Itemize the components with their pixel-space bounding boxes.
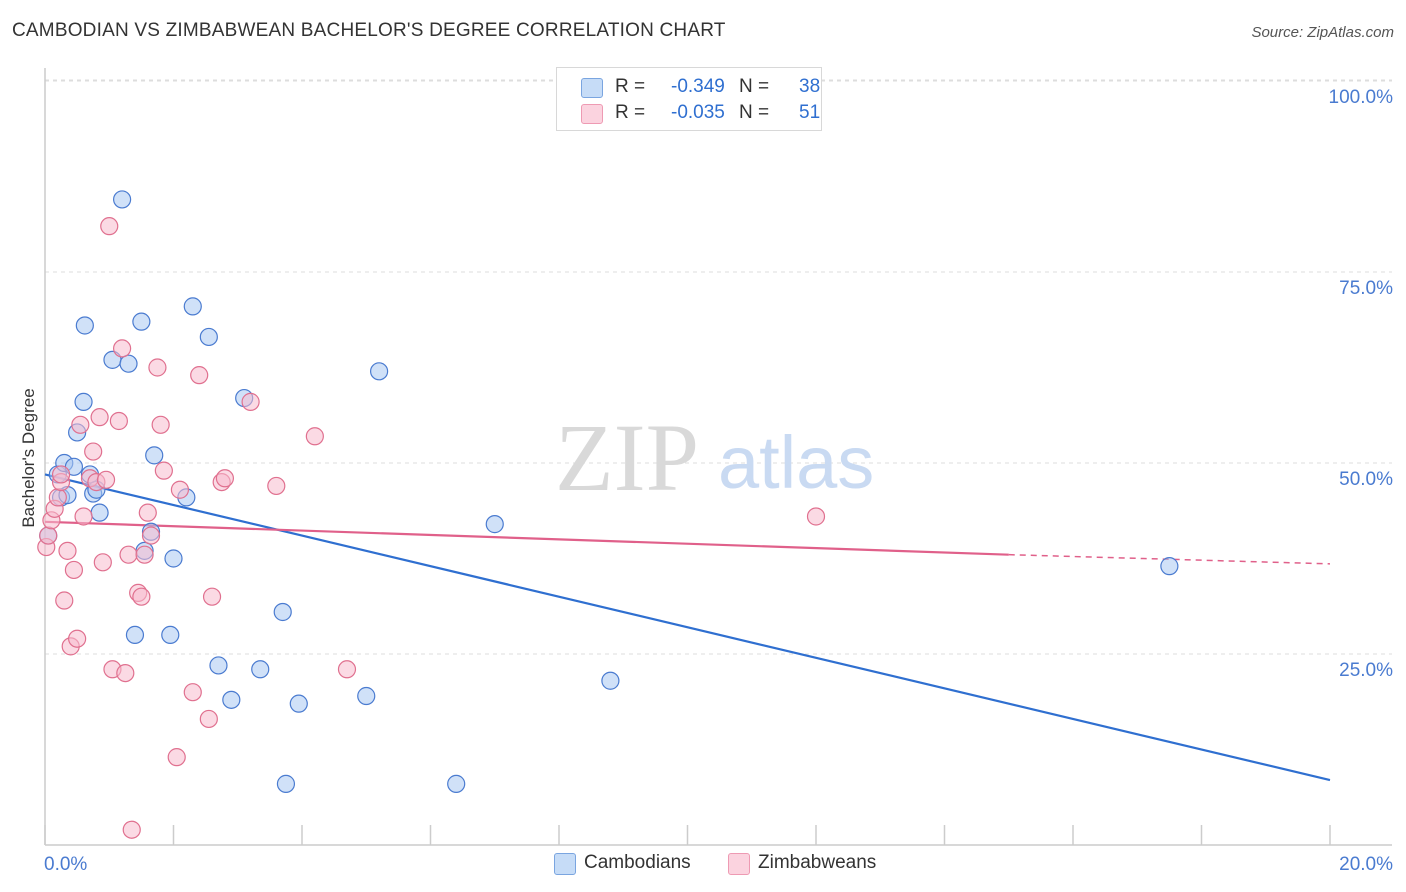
zimbabwean-point — [58, 541, 77, 560]
zimbabwean-point — [55, 591, 74, 610]
correlation-legend: R = -0.349 N = 38 R = -0.035 N = 51 — [556, 67, 822, 131]
y-tick-label: 50.0% — [1339, 469, 1393, 490]
zimbabwean-point — [116, 663, 135, 683]
watermark-atlas: atlas — [718, 421, 874, 504]
zimbabwean-point — [119, 545, 138, 564]
cambodian-point — [1160, 557, 1179, 576]
zimbabwean-point — [64, 560, 84, 580]
zimbabwean-point — [93, 553, 112, 572]
legend-r-value: -0.349 — [671, 76, 725, 97]
zimbabwean-point — [74, 507, 93, 526]
zimbabwean-point — [806, 507, 826, 526]
zimbabwean-point — [167, 748, 186, 767]
axis-labels: 25.0% 50.0% 75.0% 100.0% 0.0% 20.0% Bachelor's… — [19, 87, 1393, 875]
cambodian-point — [75, 316, 94, 335]
zimbabwean-point — [109, 411, 128, 431]
trend-lines — [44, 473, 1331, 782]
cambodian-point — [289, 694, 308, 713]
cambodian-point — [251, 660, 270, 679]
cambodian-point — [447, 774, 466, 793]
legend-r-value: -0.035 — [671, 102, 725, 123]
zimbabwean-point — [151, 415, 170, 434]
chart-title: CAMBODIAN VS ZIMBABWEAN BACHELOR'S DEGRE… — [12, 20, 726, 41]
legend-r-label: R = — [615, 76, 646, 97]
zimbabwean-swatch — [728, 853, 750, 875]
zimbabwean-point — [122, 820, 141, 839]
zimbabwean-point — [84, 442, 103, 461]
source-label: Source: ZipAtlas.com — [1251, 24, 1394, 41]
x-tick-label: 0.0% — [44, 854, 87, 875]
cambodian-point — [74, 392, 93, 411]
zimbabwean-point — [68, 629, 87, 648]
data-points — [37, 190, 1179, 839]
zimbabwean-point — [39, 526, 58, 545]
legend-n-value: 38 — [799, 76, 821, 97]
zimbabwean-point — [215, 469, 234, 488]
zimbabwean-point — [51, 465, 71, 484]
cambodian-trend-line — [44, 473, 1331, 782]
cambodian-point — [222, 690, 241, 709]
zimbabwean-point — [267, 476, 286, 496]
cambodian-point — [164, 549, 183, 568]
legend-n-value: 51 — [799, 102, 821, 123]
zimbabwean-point — [148, 358, 167, 377]
y-tick-label: 75.0% — [1339, 278, 1393, 299]
legend-n-label: N = — [739, 76, 770, 97]
zimbabwean-trend-extension — [1008, 553, 1331, 565]
zimbabwean-point — [170, 480, 190, 499]
cambodian-point — [145, 446, 164, 465]
zimbabwean-point — [305, 427, 324, 446]
zimbabwean-point — [90, 408, 109, 427]
cambodian-point — [276, 774, 296, 793]
cambodian-point — [112, 190, 132, 209]
cambodian-point — [370, 362, 389, 381]
cambodian-point — [485, 515, 504, 534]
zimbabwean-point — [138, 503, 157, 522]
zimbabwean-point — [112, 339, 132, 358]
cambodian-point — [199, 327, 218, 347]
zimbabwean-point — [71, 415, 90, 434]
watermark-zip: ZIP — [555, 404, 699, 511]
cambodian-point — [125, 625, 145, 645]
y-tick-label: 25.0% — [1339, 660, 1393, 681]
legend-n-label: N = — [739, 102, 770, 123]
zimbabwean-point — [199, 709, 218, 729]
zimbabwean-trend-line — [44, 520, 1009, 556]
cambodian-point — [132, 312, 151, 331]
cambodian-point — [357, 686, 376, 706]
cambodian-point — [273, 602, 292, 622]
zimbabwean-point — [141, 526, 161, 545]
cambodian-point — [209, 656, 228, 675]
x-tick-label: 20.0% — [1339, 854, 1393, 875]
zimbabwean-point — [100, 217, 119, 236]
cambodian-point — [183, 297, 202, 316]
axes — [44, 68, 1392, 846]
zimbabwean-point — [190, 366, 209, 385]
y-tick-label: 100.0% — [1329, 87, 1394, 108]
grid-lines — [45, 79, 1392, 655]
cambodian-point — [161, 625, 180, 645]
zimbabwean-point — [154, 461, 173, 480]
zimbabwean-point — [96, 470, 116, 489]
zimbabwean-point — [183, 683, 202, 702]
zimbabwean-swatch — [581, 104, 603, 124]
zimbabwean-point — [241, 392, 260, 411]
cambodian-swatch — [581, 78, 603, 98]
cambodian-point — [90, 503, 109, 522]
legend-label-cambodians: Cambodians — [584, 852, 691, 873]
zimbabwean-point — [132, 587, 151, 606]
zimbabwean-point — [337, 660, 357, 679]
zimbabwean-point — [135, 545, 154, 564]
cambodian-swatch — [554, 853, 576, 875]
zimbabwean-point — [48, 488, 67, 507]
y-axis-label: Bachelor's Degree — [19, 388, 38, 527]
cambodian-point — [601, 671, 620, 690]
legend-r-label: R = — [615, 102, 646, 123]
zimbabwean-point — [202, 587, 222, 606]
legend-label-zimbabweans: Zimbabweans — [758, 852, 877, 873]
cambodian-point — [119, 354, 138, 373]
